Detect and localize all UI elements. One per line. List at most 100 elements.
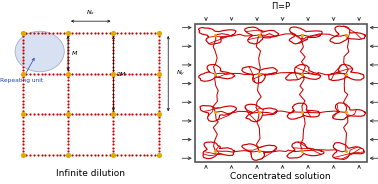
Point xyxy=(65,86,71,89)
Point xyxy=(212,33,218,36)
Point xyxy=(122,153,128,156)
Point xyxy=(57,113,64,116)
Point xyxy=(256,33,262,36)
Point xyxy=(133,32,139,35)
Point xyxy=(39,113,45,116)
Point xyxy=(65,89,71,92)
Point xyxy=(156,79,162,82)
Point xyxy=(110,45,116,48)
Point xyxy=(148,72,154,75)
Text: $2M$: $2M$ xyxy=(116,70,128,78)
Point xyxy=(156,32,162,35)
Point xyxy=(299,149,305,152)
Point xyxy=(156,153,162,156)
Point xyxy=(20,55,26,58)
Point xyxy=(256,72,262,75)
Point xyxy=(20,62,26,65)
Point xyxy=(20,150,26,153)
Point xyxy=(65,99,71,102)
Point xyxy=(95,153,101,156)
Point xyxy=(69,153,75,156)
Point xyxy=(110,32,116,35)
Point xyxy=(114,153,120,156)
Point xyxy=(156,82,162,85)
Point xyxy=(256,111,262,114)
Point xyxy=(156,55,162,58)
Point xyxy=(65,62,71,65)
Point xyxy=(65,69,71,72)
Point xyxy=(133,113,139,116)
Point xyxy=(20,42,26,45)
Point xyxy=(156,150,162,153)
Point xyxy=(122,72,128,75)
Point xyxy=(156,102,162,105)
Text: Concentrated solution: Concentrated solution xyxy=(230,172,331,181)
Point xyxy=(54,32,60,35)
Point xyxy=(144,72,150,75)
Point xyxy=(39,153,45,156)
Point xyxy=(118,72,124,75)
Point xyxy=(65,45,71,48)
Point xyxy=(46,32,52,35)
Point xyxy=(299,72,305,75)
Point xyxy=(110,82,116,85)
Point xyxy=(110,72,116,75)
Point xyxy=(20,143,26,146)
Point xyxy=(88,72,94,75)
Point xyxy=(343,111,349,114)
Text: $M$: $M$ xyxy=(71,49,78,57)
Point xyxy=(110,49,116,52)
Point xyxy=(114,32,120,35)
Point xyxy=(65,116,71,119)
Point xyxy=(110,140,116,143)
Point xyxy=(39,32,45,35)
Point xyxy=(69,32,75,35)
Point xyxy=(110,52,116,55)
Point xyxy=(20,45,26,48)
Point xyxy=(129,113,135,116)
Point xyxy=(84,32,90,35)
Point xyxy=(156,99,162,102)
Point xyxy=(57,153,64,156)
Point xyxy=(39,72,45,75)
Point xyxy=(27,32,33,35)
Point xyxy=(20,92,26,95)
Point xyxy=(20,38,26,41)
Point xyxy=(156,35,162,38)
Point xyxy=(20,102,26,105)
Point xyxy=(99,153,105,156)
Point xyxy=(110,106,116,109)
Point xyxy=(20,130,26,132)
Point xyxy=(57,72,64,75)
Point xyxy=(152,153,158,156)
Point xyxy=(42,32,48,35)
Point xyxy=(84,153,90,156)
Point xyxy=(54,113,60,116)
Point xyxy=(110,96,116,99)
Point xyxy=(343,72,349,75)
Point xyxy=(137,113,143,116)
Point xyxy=(148,113,154,116)
Ellipse shape xyxy=(15,31,64,72)
Point xyxy=(23,153,29,156)
Text: Repeating unit: Repeating unit xyxy=(0,58,43,84)
Bar xyxy=(195,24,367,162)
Point xyxy=(110,126,116,129)
Point xyxy=(20,59,26,62)
Point xyxy=(156,113,162,116)
Point xyxy=(65,35,71,38)
Point xyxy=(156,116,162,119)
Point xyxy=(65,106,71,109)
Point xyxy=(110,133,116,136)
Point xyxy=(27,72,33,75)
Point xyxy=(20,140,26,143)
Point xyxy=(80,153,86,156)
Point xyxy=(99,72,105,75)
Point xyxy=(61,113,67,116)
Point xyxy=(110,62,116,65)
Point xyxy=(156,106,162,109)
Point xyxy=(84,72,90,75)
Point xyxy=(80,72,86,75)
Point xyxy=(65,130,71,132)
Point xyxy=(125,32,132,35)
